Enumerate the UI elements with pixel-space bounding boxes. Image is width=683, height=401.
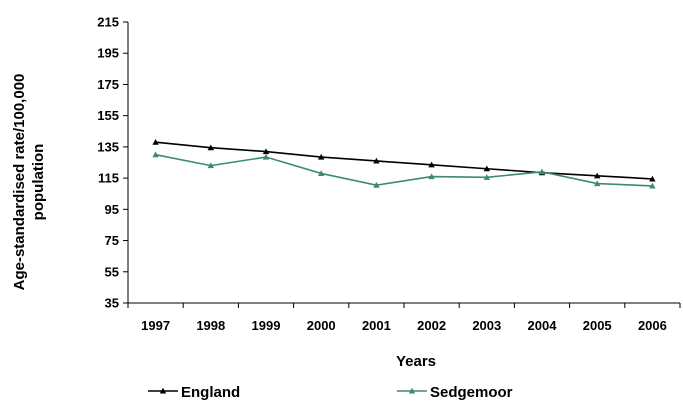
data-point-england — [483, 165, 490, 172]
data-point-england — [594, 172, 601, 179]
legend-label-england: England — [181, 384, 240, 401]
legend-marker-sedgemoor — [408, 387, 416, 394]
legend-label-sedgemoor: Sedgemoor — [430, 384, 513, 401]
data-point-sedgemoor — [318, 170, 325, 176]
legend-item-sedgemoor: Sedgemoor — [397, 384, 513, 401]
y-tick-label: 175 — [97, 77, 119, 92]
x-tick-label: 2006 — [638, 318, 667, 333]
y-axis-ticks: 215 195 175 155 135 115 95 75 55 35 — [97, 15, 128, 311]
series-sedgemoor — [152, 151, 656, 189]
x-tick-label: 2001 — [362, 318, 391, 333]
y-tick-label: 135 — [97, 139, 119, 154]
y-axis-title: Age-standardised rate/100,000 population — [11, 74, 47, 291]
series-line-england — [155, 141, 653, 180]
y-tick-label: 55 — [105, 264, 119, 279]
x-tick-label: 1999 — [252, 318, 281, 333]
x-tick-label: 2002 — [417, 318, 446, 333]
y-tick-label: 195 — [97, 46, 119, 61]
data-point-sedgemoor — [538, 168, 546, 175]
legend-item-england: England — [148, 384, 240, 401]
data-point-sedgemoor — [373, 181, 380, 188]
legend: England Sedgemoor — [148, 384, 513, 401]
data-point-sedgemoor — [483, 174, 490, 180]
data-point-england — [428, 161, 435, 168]
series-england — [152, 139, 656, 182]
data-point-england — [152, 139, 159, 145]
data-point-england — [318, 153, 325, 160]
data-point-england — [649, 175, 656, 182]
x-tick-label: 2005 — [583, 318, 612, 333]
x-axis-title: Years — [396, 353, 436, 370]
legend-marker-england — [159, 387, 167, 394]
data-point-england — [373, 157, 380, 164]
data-point-sedgemoor — [649, 182, 656, 189]
data-point-sedgemoor — [262, 153, 270, 160]
data-point-sedgemoor — [428, 173, 435, 180]
y-tick-label: 35 — [105, 296, 119, 311]
y-axis-title-line-2: population — [30, 144, 47, 221]
x-tick-label: 2004 — [528, 318, 558, 333]
x-tick-label: 1998 — [196, 318, 225, 333]
x-tick-label: 1997 — [141, 318, 170, 333]
y-tick-label: 75 — [105, 233, 119, 248]
y-axis-title-line-1: Age-standardised rate/100,000 — [11, 74, 28, 291]
y-tick-label: 155 — [97, 108, 119, 123]
y-tick-label: 215 — [97, 15, 119, 30]
data-point-sedgemoor — [152, 151, 159, 158]
data-point-sedgemoor — [207, 162, 214, 169]
y-tick-label: 115 — [98, 171, 119, 186]
data-point-england — [207, 144, 214, 151]
y-tick-label: 95 — [105, 202, 119, 217]
data-point-england — [262, 148, 270, 155]
x-tick-label: 2003 — [472, 318, 501, 333]
series-line-sedgemoor — [155, 153, 653, 187]
series-group — [152, 139, 656, 189]
x-axis-ticks: 1997 1998 1999 2000 2001 2002 2003 2004 2005 2006 — [127, 303, 681, 333]
data-point-sedgemoor — [594, 180, 601, 187]
x-tick-label: 2000 — [307, 318, 336, 333]
